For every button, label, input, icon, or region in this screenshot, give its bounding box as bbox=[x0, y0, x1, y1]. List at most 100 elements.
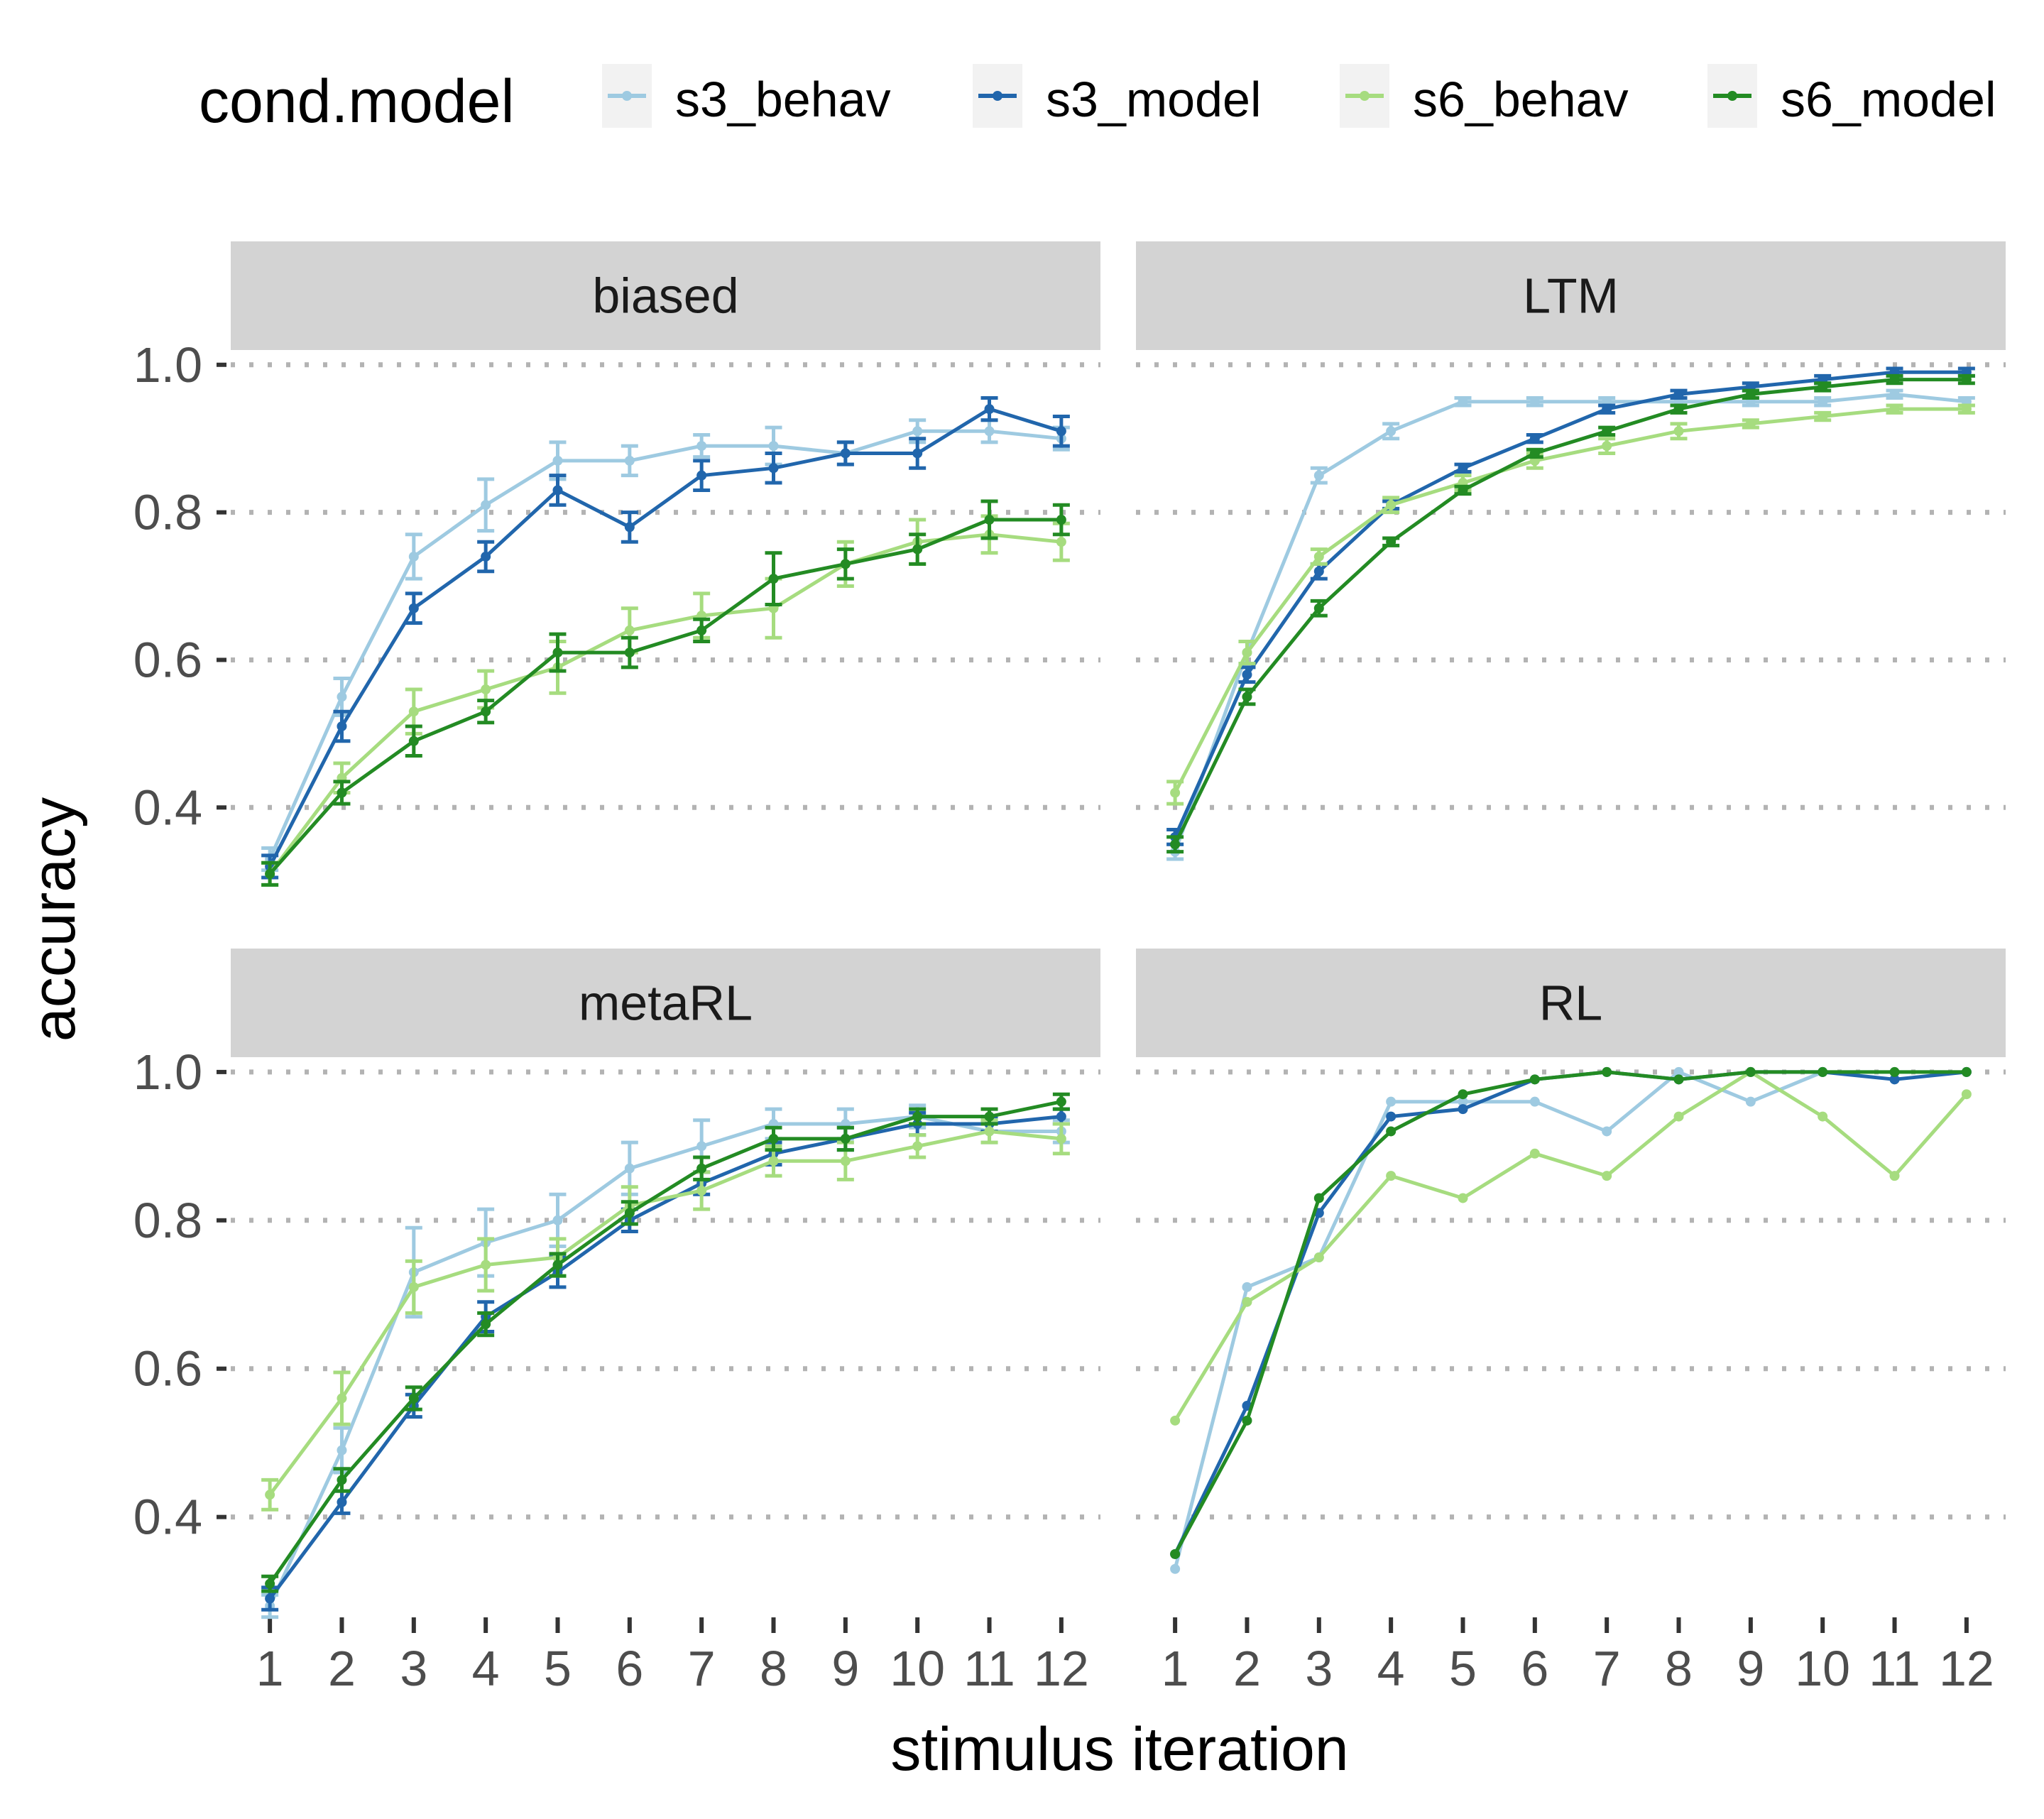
data-point bbox=[768, 463, 779, 474]
data-point bbox=[1313, 470, 1324, 481]
data-point bbox=[408, 736, 419, 746]
data-point bbox=[1313, 1252, 1324, 1263]
data-point bbox=[1386, 1126, 1397, 1137]
legend-item-s6-behav: s6_behav bbox=[1340, 64, 1629, 128]
data-point bbox=[1889, 1066, 1900, 1077]
data-point bbox=[1170, 839, 1181, 850]
legend-label-s3-model: s3_model bbox=[1046, 72, 1262, 127]
data-point bbox=[1242, 1296, 1252, 1307]
data-point bbox=[1889, 404, 1900, 415]
data-point bbox=[552, 485, 563, 496]
y-tick-label: 0.4 bbox=[133, 780, 202, 835]
data-point bbox=[1386, 500, 1397, 510]
data-point bbox=[624, 522, 635, 532]
legend-label-s3-behav: s3_behav bbox=[675, 72, 891, 127]
data-point bbox=[1170, 1563, 1181, 1574]
data-point bbox=[1818, 396, 1828, 407]
data-point bbox=[265, 1490, 275, 1500]
x-tick-label: 4 bbox=[1377, 1641, 1405, 1696]
data-point bbox=[984, 1111, 995, 1122]
data-point bbox=[1386, 1171, 1397, 1181]
data-point bbox=[1673, 389, 1684, 400]
legend-item-s6-model: s6_model bbox=[1707, 64, 1996, 128]
data-point bbox=[624, 648, 635, 658]
data-point bbox=[408, 706, 419, 717]
data-point bbox=[912, 426, 923, 437]
data-point bbox=[337, 1497, 347, 1507]
panel-strip-label: LTM bbox=[1523, 268, 1619, 324]
x-tick-label: 3 bbox=[400, 1641, 427, 1696]
data-point bbox=[1818, 1111, 1828, 1122]
x-tick-label: 7 bbox=[1593, 1641, 1621, 1696]
data-point bbox=[696, 1186, 707, 1196]
data-point bbox=[1673, 1111, 1684, 1122]
data-point bbox=[1961, 374, 1972, 385]
x-tick-label: 12 bbox=[1034, 1641, 1089, 1696]
panel-strip bbox=[1136, 241, 2006, 350]
data-point bbox=[1961, 1089, 1972, 1100]
data-point bbox=[552, 648, 563, 658]
panel-strip-label: biased bbox=[592, 268, 738, 324]
series-line bbox=[1173, 1070, 1967, 1555]
data-point bbox=[696, 470, 707, 481]
data-point bbox=[337, 1475, 347, 1485]
data-point bbox=[624, 1208, 635, 1218]
data-point bbox=[624, 455, 635, 466]
data-point bbox=[696, 441, 707, 452]
series-line bbox=[268, 407, 1062, 868]
data-point bbox=[1313, 603, 1324, 613]
data-point bbox=[1745, 1066, 1756, 1077]
panel-ltm: LTM bbox=[1136, 241, 2006, 861]
data-point bbox=[1602, 1066, 1612, 1077]
series-s3-model bbox=[1166, 366, 1975, 846]
series-s6-model bbox=[261, 499, 1070, 887]
data-point bbox=[1056, 1096, 1066, 1107]
legend-key-point bbox=[1727, 91, 1737, 101]
data-point bbox=[1529, 1148, 1540, 1159]
series-s3-behav bbox=[1166, 388, 1975, 861]
data-point bbox=[1745, 1096, 1756, 1107]
panel-strip-label: RL bbox=[1539, 976, 1602, 1031]
legend-item-s3-model: s3_model bbox=[973, 64, 1262, 128]
data-point bbox=[1602, 1126, 1612, 1137]
panel-strip bbox=[231, 949, 1100, 1057]
data-point bbox=[1056, 515, 1066, 525]
data-point bbox=[1745, 389, 1756, 400]
data-point bbox=[1602, 426, 1612, 437]
data-point bbox=[1458, 463, 1468, 474]
data-point bbox=[1889, 1074, 1900, 1085]
data-point bbox=[265, 868, 275, 879]
series-line bbox=[268, 1130, 1062, 1496]
x-tick-label: 3 bbox=[1305, 1641, 1333, 1696]
data-point bbox=[337, 692, 347, 702]
legend-label-s6-behav: s6_behav bbox=[1413, 72, 1629, 127]
data-point bbox=[1961, 404, 1972, 415]
data-point bbox=[1170, 787, 1181, 798]
y-tick-label: 0.8 bbox=[133, 485, 202, 540]
data-point bbox=[1242, 1415, 1252, 1426]
data-point bbox=[1242, 692, 1252, 702]
y-tick-label: 0.8 bbox=[133, 1193, 202, 1248]
data-point bbox=[1313, 566, 1324, 577]
data-point bbox=[1386, 426, 1397, 437]
data-point bbox=[984, 404, 995, 415]
legend: cond.model s3_behav s3_model s6_behav s6_mo… bbox=[199, 64, 1996, 136]
x-tick-label: 5 bbox=[1449, 1641, 1477, 1696]
x-tick-label: 10 bbox=[890, 1641, 945, 1696]
legend-key-point bbox=[993, 91, 1002, 101]
data-point bbox=[1673, 404, 1684, 415]
x-tick-label: 4 bbox=[472, 1641, 500, 1696]
data-point bbox=[1056, 537, 1066, 547]
data-point bbox=[1889, 374, 1900, 385]
data-point bbox=[1056, 426, 1066, 437]
x-tick-label: 7 bbox=[688, 1641, 716, 1696]
data-point bbox=[1458, 1096, 1468, 1107]
x-tick-label: 5 bbox=[544, 1641, 572, 1696]
series-line bbox=[268, 532, 1062, 875]
data-point bbox=[1056, 1133, 1066, 1144]
y-tick-label: 1.0 bbox=[133, 337, 202, 393]
legend-key-point bbox=[622, 91, 632, 101]
data-point bbox=[1386, 537, 1397, 547]
data-point bbox=[481, 551, 491, 562]
